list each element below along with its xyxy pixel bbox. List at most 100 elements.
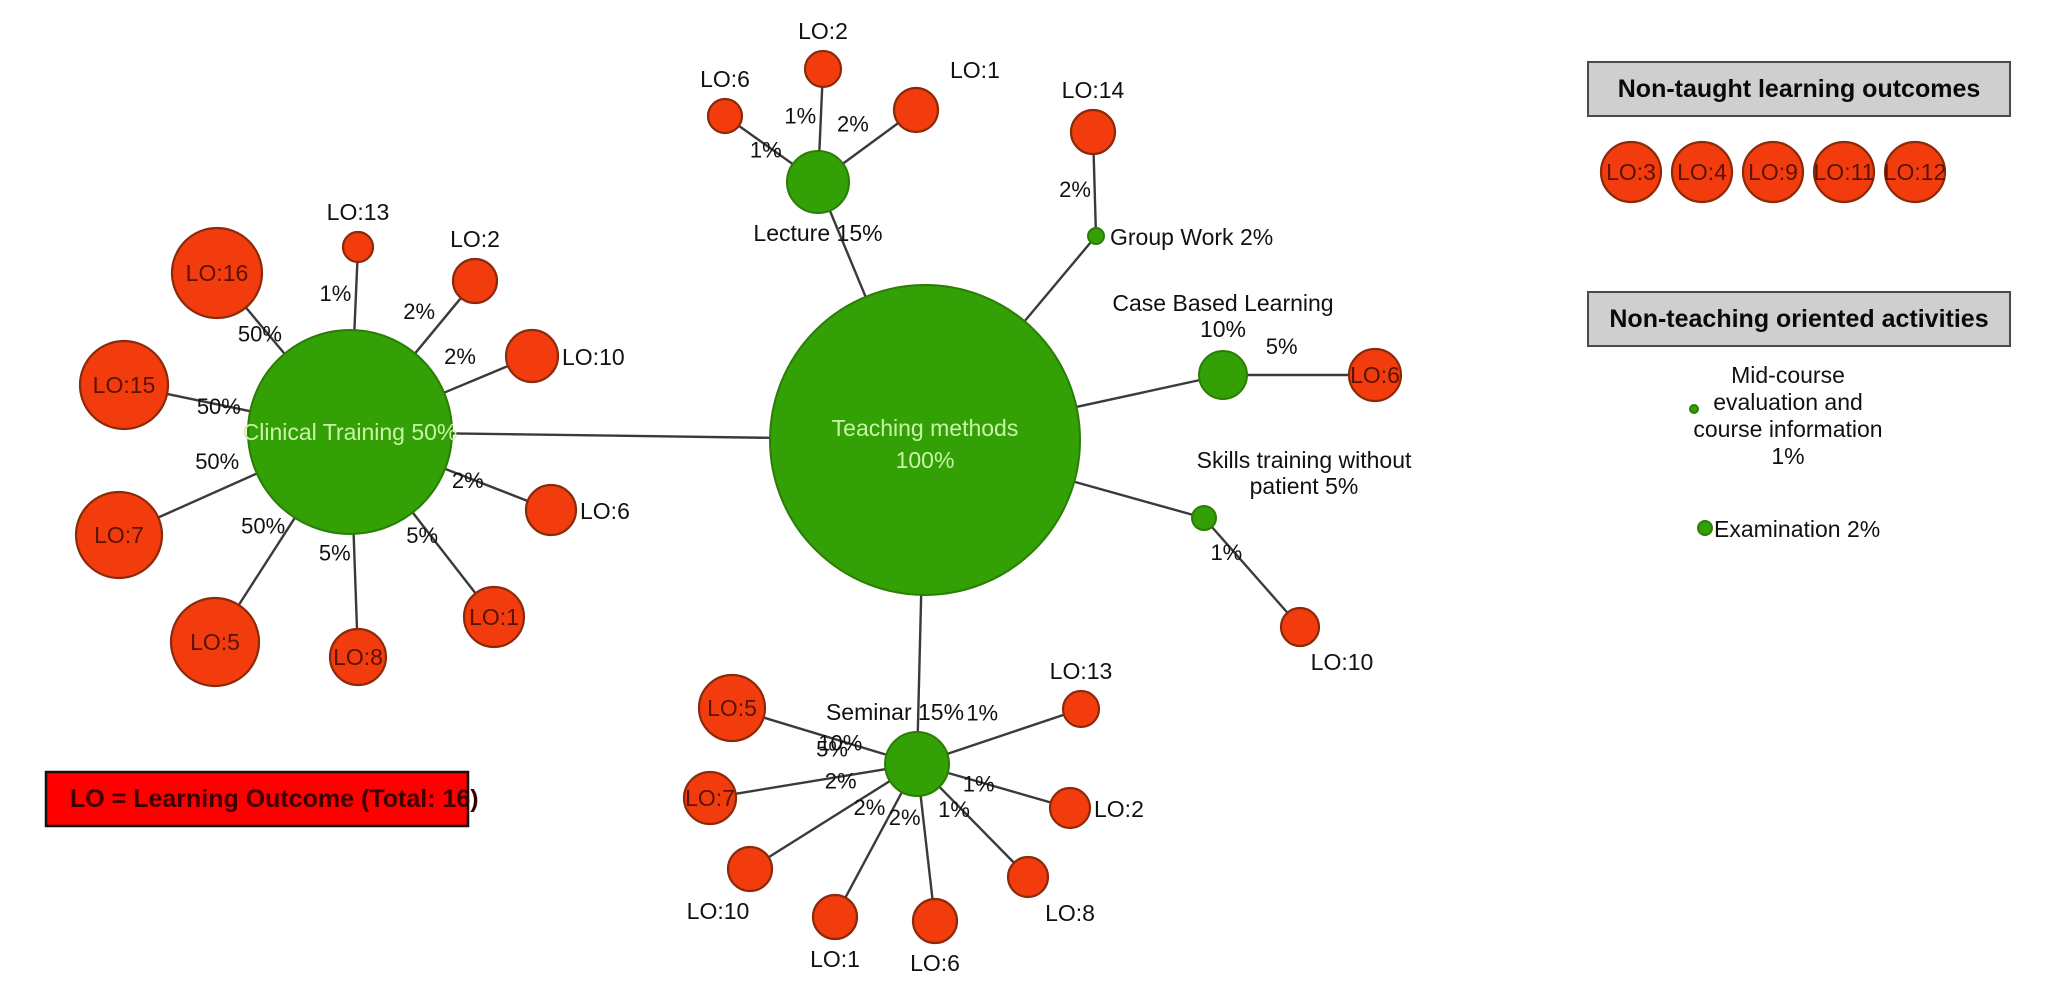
- method-node-value: 10%: [1200, 316, 1246, 342]
- non-taught-lo-node[interactable]: [1812, 140, 1876, 204]
- edge-percent-label: 1%: [938, 797, 970, 822]
- learning-outcome-label: LO:6: [1350, 362, 1400, 388]
- edge-line: [946, 713, 1065, 755]
- edge-line: [763, 716, 887, 756]
- learning-outcome-node[interactable]: [170, 226, 264, 320]
- activity-line: Mid-course: [1731, 362, 1845, 388]
- learning-outcome-label: LO:14: [1062, 77, 1125, 103]
- learning-outcome-node[interactable]: [1279, 606, 1321, 648]
- learning-outcome-node[interactable]: [462, 585, 526, 649]
- learning-outcome-node[interactable]: [1006, 855, 1050, 899]
- edge-line: [1076, 378, 1200, 409]
- edge-percent-label: 5%: [406, 523, 438, 548]
- edge-line: [411, 511, 477, 595]
- learning-outcome-label: LO:8: [333, 644, 383, 670]
- edge-line: [166, 392, 251, 413]
- learning-outcome-label: LO:10: [687, 898, 750, 924]
- learning-outcome-node[interactable]: [169, 596, 261, 688]
- method-node[interactable]: [786, 150, 850, 214]
- edge-line: [1023, 241, 1092, 322]
- lo-key-label: LO = Learning Outcome (Total: 16): [70, 785, 479, 813]
- edge-line: [157, 472, 258, 519]
- learning-outcome-node[interactable]: [911, 897, 959, 945]
- activity-line: Examination 2%: [1714, 516, 1880, 542]
- legend-non-taught-header: [1587, 61, 2011, 117]
- learning-outcome-node[interactable]: [451, 257, 499, 305]
- learning-outcome-node[interactable]: [328, 627, 388, 687]
- learning-outcome-node[interactable]: [892, 86, 940, 134]
- edge-line: [443, 364, 509, 394]
- learning-outcome-node[interactable]: [1069, 108, 1117, 156]
- edge-line: [1073, 480, 1193, 516]
- method-node[interactable]: [247, 329, 453, 535]
- edge-line: [735, 768, 886, 795]
- learning-outcome-node[interactable]: [682, 770, 738, 826]
- learning-outcome-label: LO:10: [1311, 649, 1374, 675]
- learning-outcome-label: LO:6: [580, 498, 630, 524]
- learning-outcome-node[interactable]: [811, 893, 859, 941]
- method-node[interactable]: [1191, 505, 1217, 531]
- learning-outcome-node[interactable]: [1347, 347, 1403, 403]
- non-taught-lo-label: LO:3: [1606, 159, 1656, 185]
- learning-outcome-label: LO:1: [469, 604, 519, 630]
- method-node[interactable]: [1087, 227, 1105, 245]
- learning-outcome-node[interactable]: [524, 483, 578, 537]
- non-taught-lo-label: LO:9: [1748, 159, 1798, 185]
- learning-outcome-node[interactable]: [341, 230, 375, 264]
- learning-outcome-label: LO:1: [810, 946, 860, 972]
- learning-outcome-node[interactable]: [78, 339, 170, 431]
- method-node[interactable]: [1198, 350, 1248, 400]
- method-node-label: Case Based Learning: [1112, 290, 1333, 316]
- non-taught-lo-node[interactable]: [1670, 140, 1734, 204]
- learning-outcome-label: LO:2: [1094, 796, 1144, 822]
- learning-outcome-node[interactable]: [1048, 786, 1092, 830]
- edge-line: [237, 517, 296, 606]
- learning-outcome-node[interactable]: [1061, 689, 1101, 729]
- non-taught-lo-node[interactable]: [1883, 140, 1947, 204]
- edge-percent-label: 2%: [825, 768, 857, 793]
- edge-percent-label: 1%: [963, 771, 995, 796]
- edge-line: [818, 86, 824, 152]
- edge-line: [916, 594, 923, 733]
- legend-non-taught-title: Non-taught learning outcomes: [1618, 75, 1981, 103]
- method-node-value: patient 5%: [1250, 473, 1359, 499]
- learning-outcome-node[interactable]: [706, 97, 744, 135]
- learning-outcome-node[interactable]: [74, 490, 164, 580]
- learning-outcome-node[interactable]: [803, 49, 843, 89]
- edge-percent-label: 5%: [816, 737, 848, 762]
- learning-outcome-node[interactable]: [504, 328, 560, 384]
- learning-outcome-label: LO:5: [190, 629, 240, 655]
- edge-line: [353, 261, 359, 331]
- activity-line: course information: [1693, 416, 1882, 442]
- non-taught-lo-label: LO:11: [1814, 159, 1875, 185]
- learning-outcome-node[interactable]: [697, 673, 767, 743]
- edge-percent-label: 1%: [750, 137, 782, 162]
- root-node-value: 100%: [896, 447, 955, 473]
- method-node[interactable]: [884, 731, 950, 797]
- edge-percent-label: 50%: [238, 322, 282, 347]
- learning-outcome-label: LO:8: [1045, 900, 1095, 926]
- edge-percent-label: 10%: [818, 730, 862, 755]
- edge-percent-label: 2%: [403, 299, 435, 324]
- edge-line: [919, 795, 934, 900]
- learning-outcome-label: LO:16: [186, 260, 249, 286]
- learning-outcome-node[interactable]: [726, 845, 774, 893]
- edge-percent-label: 2%: [452, 468, 484, 493]
- edge-line: [828, 210, 867, 298]
- edge-line: [947, 771, 1052, 804]
- edge-line: [842, 122, 899, 165]
- small-green-dot-icon: [1689, 404, 1699, 414]
- edge-line: [844, 791, 903, 899]
- non-taught-lo-node[interactable]: [1741, 140, 1805, 204]
- edge-line: [1092, 153, 1097, 229]
- method-node[interactable]: [769, 284, 1081, 596]
- legend-non-teaching-header: [1587, 291, 2011, 347]
- non-taught-lo-node[interactable]: [1599, 140, 1663, 204]
- non-taught-items: LO:3 LO:4 LO:9 LO:11 LO:12: [1599, 140, 1947, 204]
- edge-line: [1211, 526, 1289, 614]
- learning-outcome-label: LO:2: [450, 226, 500, 252]
- method-node-label: Skills training without: [1197, 447, 1412, 473]
- edge-line: [767, 780, 891, 859]
- learning-outcome-label: LO:6: [700, 66, 750, 92]
